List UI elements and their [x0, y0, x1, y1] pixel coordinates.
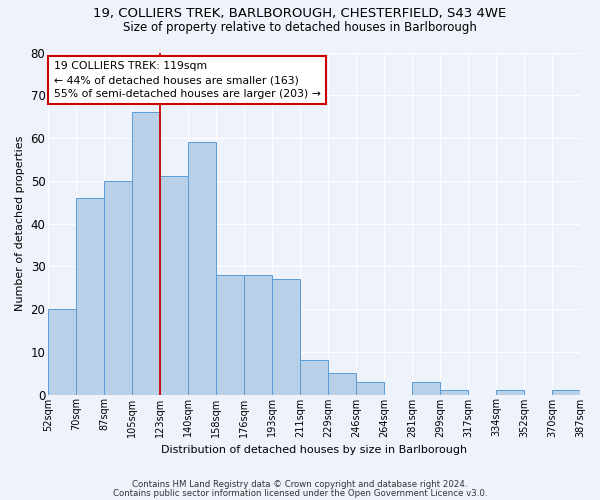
- Bar: [552, 390, 580, 394]
- Bar: [356, 382, 384, 394]
- Y-axis label: Number of detached properties: Number of detached properties: [15, 136, 25, 311]
- Bar: [216, 275, 244, 394]
- Bar: [244, 275, 272, 394]
- Bar: [76, 198, 104, 394]
- Text: Contains public sector information licensed under the Open Government Licence v3: Contains public sector information licen…: [113, 489, 487, 498]
- Text: 19, COLLIERS TREK, BARLBOROUGH, CHESTERFIELD, S43 4WE: 19, COLLIERS TREK, BARLBOROUGH, CHESTERF…: [94, 8, 506, 20]
- Bar: [328, 373, 356, 394]
- Bar: [496, 390, 524, 394]
- X-axis label: Distribution of detached houses by size in Barlborough: Distribution of detached houses by size …: [161, 445, 467, 455]
- Bar: [440, 390, 468, 394]
- Text: 19 COLLIERS TREK: 119sqm
← 44% of detached houses are smaller (163)
55% of semi-: 19 COLLIERS TREK: 119sqm ← 44% of detach…: [53, 61, 320, 99]
- Bar: [272, 279, 300, 394]
- Bar: [104, 181, 132, 394]
- Text: Size of property relative to detached houses in Barlborough: Size of property relative to detached ho…: [123, 21, 477, 34]
- Bar: [160, 176, 188, 394]
- Bar: [300, 360, 328, 394]
- Bar: [412, 382, 440, 394]
- Bar: [132, 112, 160, 394]
- Text: Contains HM Land Registry data © Crown copyright and database right 2024.: Contains HM Land Registry data © Crown c…: [132, 480, 468, 489]
- Bar: [188, 142, 216, 394]
- Bar: [48, 309, 76, 394]
